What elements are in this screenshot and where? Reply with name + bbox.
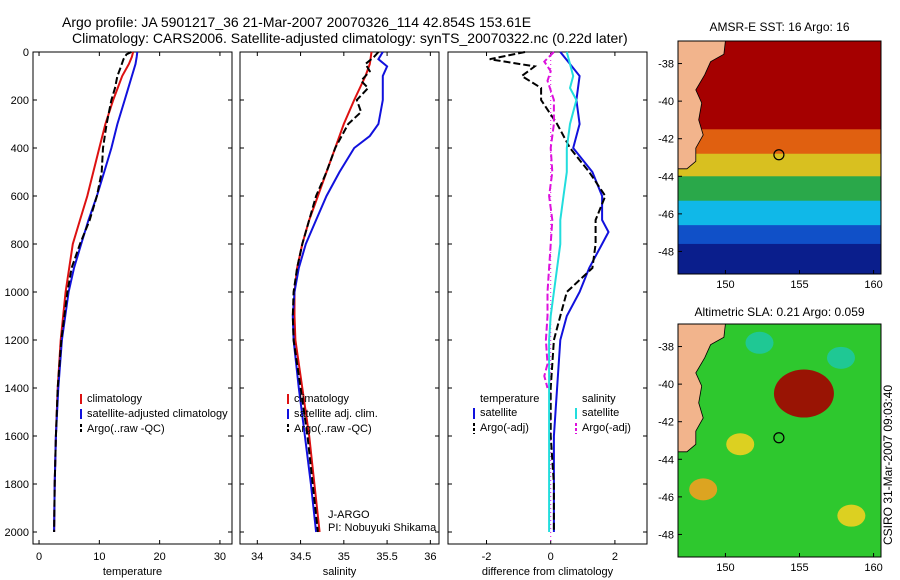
sla_map-field [678,324,881,557]
sla_map-xtick-label: 155 [790,562,808,574]
difference-xtick-label: 0 [548,551,554,563]
sst_map-ytick-label: -48 [658,246,674,258]
sla_map-anomaly-blob [689,478,718,501]
diff-legend-label: Argo(-adj) [480,422,529,434]
sla_map-panel: Altimetric SLA: 0.21 Argo: 0.059 150 155 16… [658,305,883,574]
sla_map-ytick-label: -48 [658,529,674,541]
temperature-xlabel: temperature [103,566,162,578]
sst_map-band [678,153,881,178]
sst_map-xtick-label: 160 [864,279,882,291]
sst_map-ytick-label: -42 [658,134,674,146]
legend-salinity-title: salinity [582,393,616,405]
diff-legend-label: satellite [480,407,517,419]
difference-xtick-label: -2 [482,551,492,563]
depth-tick-label: 1800 [5,479,29,491]
difference-series-3 [543,51,555,389]
depth-tick-label: 600 [11,191,29,203]
salinity-legend-label: climatology [294,393,350,405]
salinity-series-1 [291,51,389,533]
sst_map-band [678,200,881,227]
sst_map-xtick-label: 155 [790,279,808,291]
sla_map-frame [677,323,882,558]
sla_map-ytick-label: -38 [658,342,674,354]
sst_map-band [678,176,881,202]
temperature-xtick-label: 20 [154,551,166,563]
salinity-frame [239,51,440,545]
salinity-series-2 [291,51,380,533]
sla_map-anomaly-blob [745,331,774,354]
salinity-xtick-label: 35 [338,551,350,563]
depth-tick-label: 0 [23,47,29,59]
csiro-side-label: CSIRO 31-Mar-2007 09:03:40 [881,385,895,545]
sst_map-band [678,225,881,245]
header-line-2: Climatology: CARS2006. Satellite-adjuste… [72,30,628,46]
temperature-panel: 0 10 20 30 0 200 400 600 800 1000 1200 1400 1600 1800… [5,47,233,578]
sla_map-land [678,324,726,453]
diff-legend-label: Argo(-adj) [582,422,631,434]
sla_map-anomaly-blob [773,369,834,418]
salinity-legend-label: Argo(..raw -QC) [294,423,372,435]
sst_map-land [678,41,726,170]
header-line-1: Argo profile: JA 5901217_36 21-Mar-2007 … [62,14,531,30]
depth-tick-label: 1200 [5,335,29,347]
sst_map-title: AMSR-E SST: 16 Argo: 16 [709,20,849,34]
sst_map-panel: AMSR-E SST: 16 Argo: 16 150 155 160 -38 -40 -4… [658,20,883,291]
temperature-frame [32,51,233,545]
difference-xtick-label: 2 [612,551,618,563]
temperature-legend-label: Argo(..raw -QC) [87,423,165,435]
salinity-xtick-label: 34.5 [290,551,311,563]
sst_map-ytick-label: -38 [658,59,674,71]
depth-tick-label: 400 [11,143,29,155]
sst_map-field [678,41,881,274]
salinity-panel: 34 34.5 35 35.5 36 salinity climatology satelli… [239,51,440,578]
depth-tick-label: 1400 [5,383,29,395]
depth-tick-label: 2000 [5,527,29,539]
difference-panel: -2 0 2 difference from climatology temperatu… [447,51,648,578]
sla_map-ytick-label: -40 [658,379,674,391]
sst_map-band [678,129,881,155]
sst_map-frame [677,40,882,275]
difference-series-1 [489,51,607,532]
salinity-legend-label: satellite adj. clim. [294,408,378,420]
annotation-line-2: PI: Nobuyuki Shikama [328,522,437,534]
sst_map-ytick-label: -46 [658,209,674,221]
depth-tick-label: 800 [11,239,29,251]
temperature-legend-label: satellite-adjusted climatology [87,408,228,420]
depth-tick-label: 1000 [5,287,29,299]
temperature-xtick-label: 0 [36,551,42,563]
sst_map-ytick-label: -40 [658,96,674,108]
sla_map-anomaly-blob [826,346,855,369]
sst_map-band [678,243,881,274]
depth-tick-label: 1600 [5,431,29,443]
salinity-xtick-label: 35.5 [376,551,397,563]
salinity-xtick-label: 34 [251,551,263,563]
annotation-line-1: J-ARGO [328,509,370,521]
sla_map-xtick-label: 150 [716,562,734,574]
maps: AMSR-E SST: 16 Argo: 16 150 155 160 -38 -40 -4… [658,20,883,574]
sla_map-ytick-label: -44 [658,454,674,466]
temperature-legend-label: climatology [87,393,143,405]
sla_map-anomaly-blob [837,504,866,527]
sla_map-title: Altimetric SLA: 0.21 Argo: 0.059 [694,305,864,319]
sst_map-argo-marker [773,149,785,161]
sla_map-xtick-label: 160 [864,562,882,574]
difference-series-2 [548,51,578,532]
temperature-xtick-label: 30 [214,551,226,563]
sla_map-ytick-label: -46 [658,492,674,504]
difference-xlabel: difference from climatology [482,566,614,578]
sla_map-anomaly-blob [726,433,755,456]
salinity-xtick-label: 36 [424,551,436,563]
sla_map-argo-marker [773,432,785,444]
panels: 0 10 20 30020040060080010001200140016001800… [5,47,648,578]
sla_map-ytick-label: -42 [658,417,674,429]
salinity-xlabel: salinity [323,566,357,578]
depth-tick-label: 200 [11,95,29,107]
temperature-series-2 [53,51,132,533]
diff-legend-label: satellite [582,407,619,419]
legend-temperature-title: temperature [480,393,539,405]
sst_map-ytick-label: -44 [658,171,674,183]
sst_map-xtick-label: 150 [716,279,734,291]
temperature-xtick-label: 10 [93,551,105,563]
